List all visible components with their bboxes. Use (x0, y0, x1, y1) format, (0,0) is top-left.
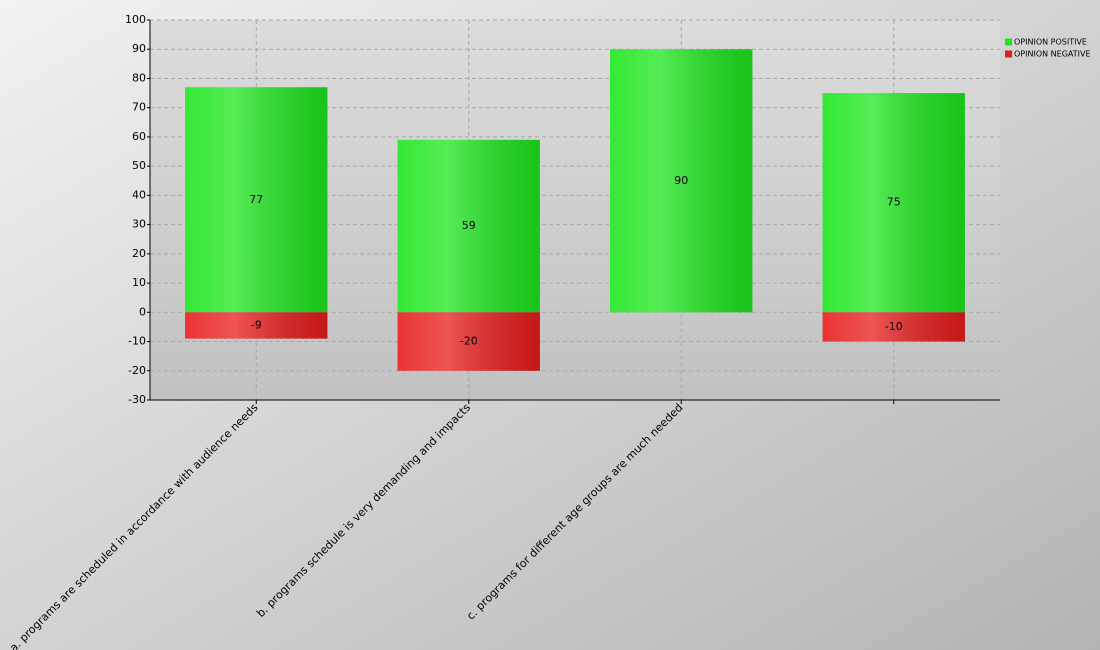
y-tick-label: 20 (132, 247, 146, 260)
y-tick-label: 50 (132, 159, 146, 172)
y-tick-label: 100 (125, 13, 146, 26)
bar-shine (822, 312, 965, 342)
legend-swatch (1005, 50, 1012, 58)
bar-shine (185, 312, 328, 339)
legend-label: OPINION NEGATIVE (1014, 50, 1091, 59)
legend-label: OPINION POSITIVE (1014, 38, 1087, 47)
data-label: -9 (251, 318, 262, 331)
y-tick-label: 60 (132, 130, 146, 143)
y-tick-label: 70 (132, 101, 146, 114)
bar-shine (397, 312, 540, 371)
data-label: -10 (885, 320, 903, 333)
data-label: -20 (460, 335, 478, 348)
bar-shine (822, 93, 965, 313)
y-tick-label: 0 (139, 305, 146, 318)
data-label: 59 (462, 219, 476, 232)
bar-shine (185, 87, 328, 313)
data-label: 90 (674, 174, 688, 187)
bar-shine (397, 139, 540, 313)
y-tick-label: 40 (132, 188, 146, 201)
bar-shine (610, 49, 753, 313)
y-tick-label: 30 (132, 218, 146, 231)
y-tick-label: -10 (128, 335, 146, 348)
y-tick-label: 10 (132, 276, 146, 289)
y-tick-label: -20 (128, 364, 146, 377)
y-tick-label: 90 (132, 42, 146, 55)
y-tick-label: 80 (132, 71, 146, 84)
legend-swatch (1005, 38, 1012, 46)
data-label: 77 (249, 193, 263, 206)
data-label: 75 (887, 196, 901, 209)
y-tick-label: -30 (128, 393, 146, 406)
